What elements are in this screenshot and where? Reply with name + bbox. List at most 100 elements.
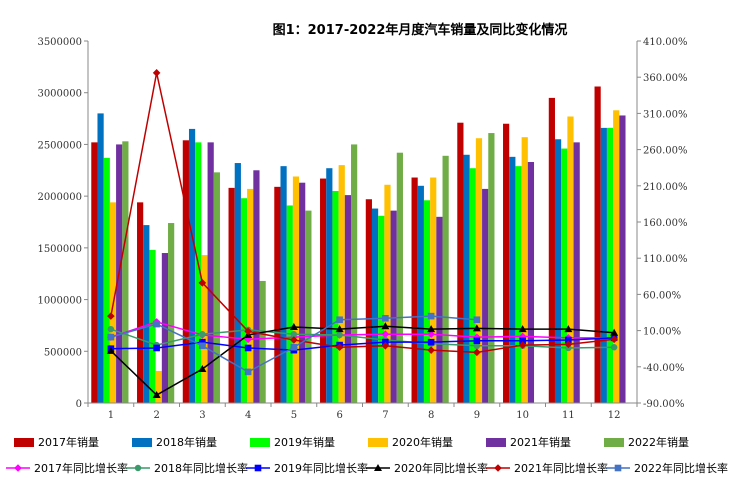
legend-marker: [374, 464, 382, 471]
bar-2018年销量-6: [326, 168, 333, 403]
bar-2018年销量-2: [143, 225, 150, 403]
point-2019年同比增长率-11: [565, 336, 572, 344]
legend-label: 2020年销量: [392, 435, 453, 449]
point-2018年同比增长率-9: [473, 342, 481, 350]
bar-2021年销量-9: [482, 188, 489, 403]
legend-swatch: [14, 438, 34, 447]
bar-2019年销量-1: [103, 157, 110, 403]
bar-2017年销量-9: [457, 122, 464, 404]
bar-2022年销量-8: [442, 155, 449, 403]
bar-2021年销量-5: [299, 182, 306, 403]
point-2022年同比增长率-3: [199, 342, 206, 350]
point-2021年同比增长率-6: [335, 343, 344, 352]
y-right-tick-label: 160.00%: [643, 218, 688, 229]
legend-label: 2022年销量: [628, 435, 689, 449]
bar-2022年销量-2: [168, 223, 175, 403]
x-tick-label: 12: [608, 410, 621, 421]
bar-2019年销量-9: [469, 168, 476, 403]
point-2021年同比增长率-12: [610, 335, 618, 344]
bar-2019年销量-4: [240, 198, 248, 403]
legend-label: 2019年同比增长率: [274, 461, 368, 475]
legend-label: 2022年同比增长率: [634, 461, 728, 475]
x-tick-label: 7: [382, 410, 388, 421]
point-2021年同比增长率-3: [198, 279, 207, 287]
point-2020年同比增长率-6: [335, 325, 344, 333]
bar-2022年销量-3: [213, 172, 220, 403]
bar-2017年销量-8: [411, 177, 418, 403]
legend-swatch: [132, 438, 152, 447]
bar-2017年销量-3: [182, 140, 189, 403]
bar-2020年销量-6: [338, 165, 345, 403]
bar-2018年销量-5: [280, 166, 287, 403]
point-2021年同比增长率-8: [427, 346, 435, 354]
bar-2017年销量-6: [320, 178, 327, 403]
bar-2022年销量-1: [122, 141, 129, 403]
point-2020年同比增长率-3: [198, 364, 207, 372]
bar-2019年销量-11: [561, 148, 568, 403]
x-tick-label: 6: [336, 410, 342, 421]
bar-2020年销量-12: [613, 110, 620, 403]
point-2020年同比增长率-7: [381, 322, 390, 330]
bar-2017年销量-11: [548, 97, 555, 403]
bar-2018年销量-11: [554, 139, 562, 403]
bar-2021年销量-4: [253, 170, 260, 403]
y-right-tick-label: 410.00%: [643, 37, 688, 48]
bar-2019年销量-6: [332, 190, 339, 403]
y-left-tick-label: 2000000: [37, 192, 82, 203]
point-2019年同比增长率-3: [199, 338, 206, 346]
bar-2022年销量-4: [259, 280, 266, 403]
point-2020年同比增长率-8: [427, 325, 436, 333]
point-2019年同比增长率-8: [427, 338, 435, 346]
bar-2020年销量-11: [567, 116, 574, 403]
point-2022年同比增长率-2: [153, 320, 160, 328]
point-2017年同比增长率-10: [518, 332, 527, 341]
legend-marker: [614, 464, 622, 472]
bar-2019年销量-12: [606, 127, 614, 403]
point-2017年同比增长率-7: [381, 330, 390, 339]
bar-2020年销量-7: [384, 184, 391, 403]
point-2021年同比增长率-4: [244, 327, 252, 336]
x-tick-label: 11: [562, 410, 575, 421]
line-2018年同比增长率: [110, 328, 615, 349]
x-tick-label: 1: [108, 410, 114, 421]
point-2018年同比增长率-12: [610, 344, 618, 351]
x-tick-label: 9: [474, 410, 480, 421]
point-2021年同比增长率-7: [381, 342, 390, 350]
line-2021年同比增长率: [110, 72, 615, 354]
y-right-tick-label: 260.00%: [643, 146, 688, 157]
point-2020年同比增长率-9: [472, 324, 481, 332]
point-2021年同比增长率-1: [107, 312, 115, 320]
x-tick-label: 4: [245, 410, 251, 421]
bar-2017年销量-12: [594, 86, 601, 403]
y-left-tick-label: 3500000: [37, 37, 82, 48]
bar-2019年销量-3: [195, 142, 202, 404]
point-2022年同比增长率-8: [427, 312, 435, 320]
y-left-tick-label: 500000: [44, 347, 82, 358]
point-2022年同比增长率-4: [244, 368, 252, 376]
bar-2017年销量-5: [274, 186, 281, 403]
y-right-tick-label: 110.00%: [643, 254, 688, 265]
legend-marker: [134, 464, 142, 472]
point-2021年同比增长率-5: [290, 336, 298, 344]
point-2021年同比增长率-9: [473, 348, 481, 357]
point-2022年同比增长率-5: [290, 343, 298, 351]
chart-title: 图1：2017-2022年月度汽车销量及同比变化情况: [273, 22, 568, 38]
point-2020年同比增长率-5: [289, 322, 298, 330]
bar-2022年销量-7: [396, 152, 403, 403]
point-2021年同比增长率-11: [564, 340, 573, 349]
legend-swatch: [250, 438, 270, 447]
bar-2021年销量-8: [436, 216, 443, 403]
bar-2018年销量-1: [97, 113, 104, 404]
x-tick-label: 2: [153, 410, 159, 421]
legend-label: 2018年销量: [156, 435, 217, 449]
bar-2019年销量-8: [423, 200, 431, 403]
point-2022年同比增长率-6: [336, 316, 343, 324]
y-right-tick-label: 310.00%: [643, 109, 688, 120]
point-2020年同比增长率-12: [610, 328, 619, 336]
point-2020年同比增长率-10: [518, 325, 527, 333]
y-left-tick-label: 3000000: [37, 89, 82, 100]
bar-2017年销量-4: [228, 187, 235, 403]
bar-2019年销量-2: [149, 249, 156, 403]
bar-2017年销量-2: [137, 202, 144, 403]
